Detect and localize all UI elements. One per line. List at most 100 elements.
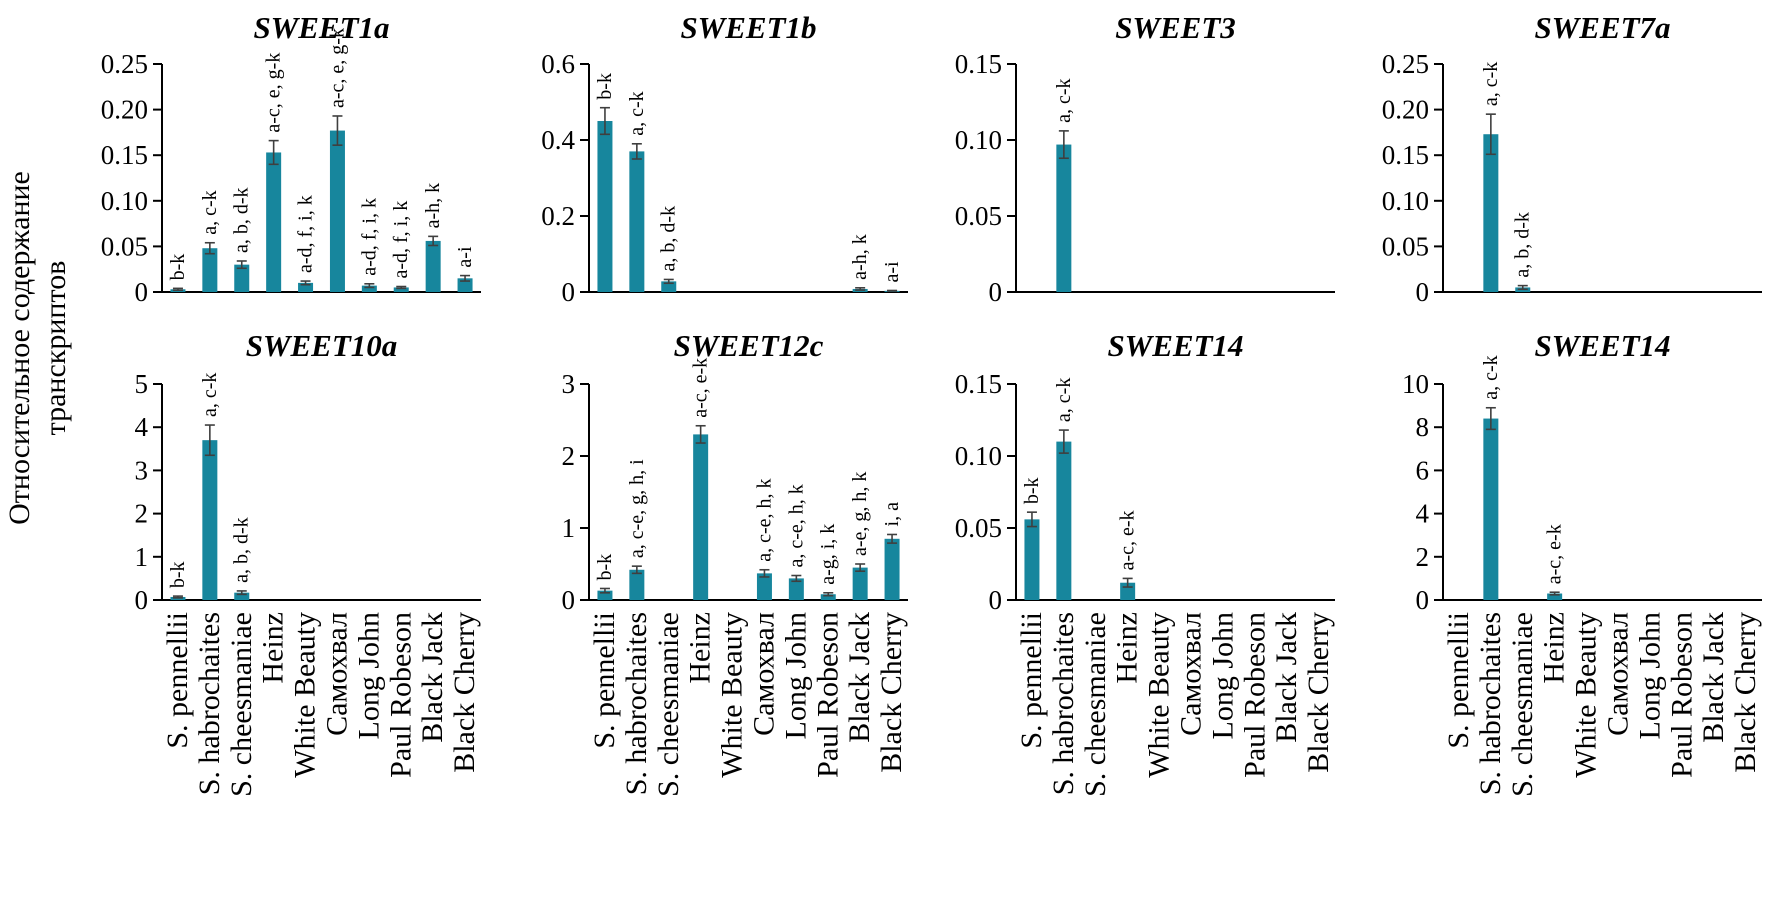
bar-S. cheesmaniae [234,592,250,600]
bar-Самохвал [756,573,772,600]
category-label: Paul Robeson [811,612,844,778]
y-tick-label: 0.25 [1382,49,1429,79]
y-tick-label: 4 [1416,499,1430,529]
y-tick-label: 3 [135,455,149,485]
category-label: S. habrochaites [1047,612,1080,795]
bar-S. habrochaites [202,440,218,600]
y-axis-label-line1: Относительное содержание [3,171,36,525]
chart-title: SWEET14 [1534,328,1670,363]
category-label: Black Jack [1697,612,1730,743]
category-label: S. pennellii [161,612,194,749]
bar-Black Jack [852,567,868,600]
category-label: Black Cherry [1302,612,1335,773]
category-label: Heinz [1111,612,1144,684]
bar-annotation: b-k [594,554,616,581]
category-label: Самохвал [747,612,780,736]
y-tick-label: 6 [1416,455,1430,485]
bar-S. habrochaites [629,569,645,600]
category-label: Самохвал [1601,612,1634,736]
figure-column-3: SWEET3 0 0.05 0.10 0.15 a, c-k SWEET14 0 0.05 0.1… [955,10,1335,797]
chart-title: SWEET14 [1107,328,1243,363]
bar-White Beauty [298,282,314,292]
chart-SWEET3: SWEET3 0 0.05 0.10 0.15 a, c-k [955,10,1335,307]
y-tick-label: 0.05 [1382,231,1429,261]
y-tick-label: 8 [1416,412,1430,442]
y-tick-label: 4 [135,412,149,442]
y-tick-label: 0 [989,585,1003,615]
chart-title: SWEET10a [246,328,398,363]
chart-title: SWEET7a [1534,10,1670,45]
category-label: S. habrochaites [193,612,226,795]
chart-SWEET10a: SWEET10a 0 1 2 3 4 5 b-k a, c-k a, b, d-k [135,328,481,615]
category-label: Long John [1206,612,1239,740]
bar-annotation: a, b, d-k [658,206,680,272]
bar-annotation: i, a [881,502,903,527]
bar-annotation: a-g, i, k [817,524,839,585]
bar-Paul Robeson [820,594,836,600]
bar-Heinz [693,434,709,600]
y-tick-label: 0 [135,277,149,307]
bar-annotation: a, c-k [1053,78,1075,122]
category-label: Самохвал [1174,612,1207,736]
bar-Paul Robeson [393,287,409,292]
bar-annotation: a-c, e-k [1544,524,1566,584]
y-tick-label: 0 [135,585,149,615]
bar-S. habrochaites [629,151,645,292]
bar-Long John [788,578,804,600]
y-tick-label: 0.05 [955,201,1002,231]
category-label: Long John [1633,612,1666,740]
bar-S. pennellii [1024,519,1040,600]
y-tick-label: 0.05 [101,231,148,261]
category-label: S. cheesmaniae [652,612,685,797]
bar-annotation: a-i [454,246,476,268]
y-tick-label: 0.15 [955,49,1002,79]
chart-grid: SWEET1a 0 0.05 0.10 0.15 0.20 0.25 b-k a, c-k a, … [70,0,1778,902]
y-tick-label: 2 [135,499,149,529]
chart-title: SWEET1a [253,10,389,45]
bar-Long John [361,285,377,292]
y-tick-label: 0.2 [541,201,575,231]
bar-annotation: a, c-e, h, k [785,484,807,567]
category-label: Long John [779,612,812,740]
bar-annotation: a-h, k [849,234,871,280]
bar-annotation: a, c-k [626,91,648,135]
y-tick-label: 2 [1416,542,1430,572]
y-axis-label-line2: транскриптов [39,260,72,436]
y-tick-label: 0 [1416,277,1430,307]
y-tick-label: 5 [135,369,149,399]
category-label: Long John [352,612,385,740]
bar-annotation: b-k [167,561,189,588]
bar-S. habrochaites [1483,418,1499,600]
bar-S. pennellii [597,121,613,292]
y-tick-label: 0.20 [1382,95,1429,125]
bar-S. cheesmaniae [234,264,250,292]
chart-SWEET12c: SWEET12c 0 1 2 3 b-k a, c-e, g, h, i a-c, e-k a,… [562,328,908,615]
bar-Самохвал [329,130,345,292]
bar-annotation: a-d, f, i, k [390,201,412,279]
y-tick-label: 1 [562,513,576,543]
chart-SWEET1b: SWEET1b 0 0.2 0.4 0.6 b-k a, c-k a, b, d-k a-h, … [541,10,908,307]
chart-SWEET14: SWEET14 0 0.05 0.10 0.15 b-k a, c-k a-c, e-k [955,328,1335,615]
bar-Heinz [266,152,282,292]
chart-SWEET1a: SWEET1a 0 0.05 0.10 0.15 0.20 0.25 b-k a, c-k a, … [101,10,481,307]
bar-S. habrochaites [202,248,218,292]
y-tick-label: 1 [135,542,149,572]
category-label: Black Jack [843,612,876,743]
y-tick-label: 0.05 [955,513,1002,543]
category-label: S. pennellii [588,612,621,749]
chart-title: SWEET12c [674,328,824,363]
bar-Heinz [1547,593,1563,600]
y-tick-label: 0.10 [955,125,1002,155]
bar-annotation: a, b, d-k [231,517,253,583]
y-tick-label: 0 [989,277,1003,307]
bar-S. pennellii [597,590,613,600]
chart-SWEET7a: SWEET7a 0 0.05 0.10 0.15 0.20 0.25 a, c-k a, b, … [1382,10,1762,307]
category-label: S. cheesmaniae [225,612,258,797]
category-label: S. habrochaites [620,612,653,795]
bar-annotation: b-k [167,254,189,281]
y-tick-label: 0.15 [955,369,1002,399]
y-tick-label: 0 [1416,585,1430,615]
